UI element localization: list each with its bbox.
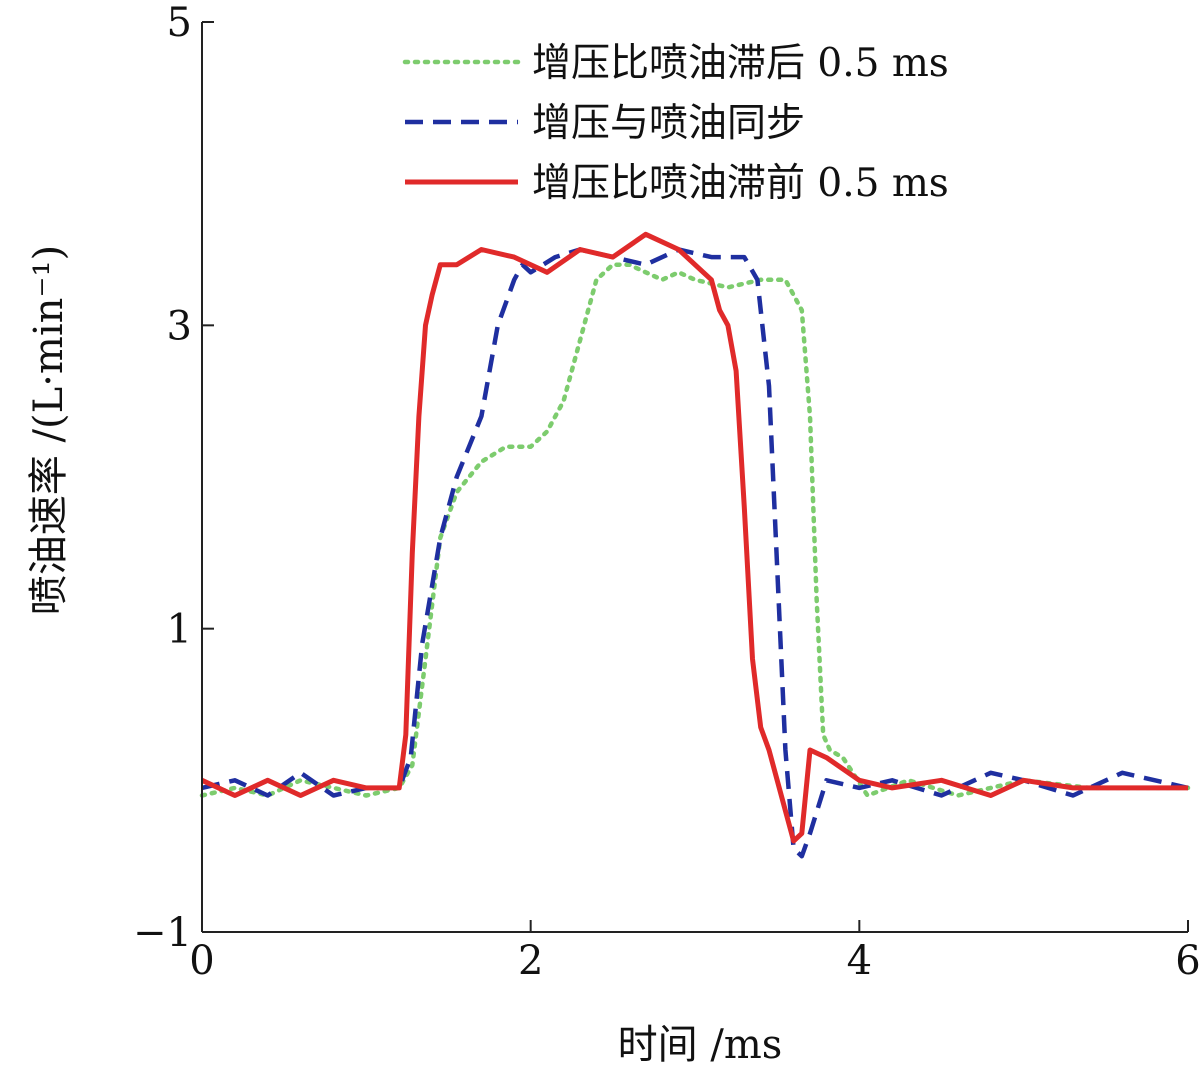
y-tick-label: −1 — [133, 910, 192, 956]
x-axis-label: 时间 /ms — [618, 1022, 783, 1068]
x-tick-label: 4 — [847, 938, 872, 984]
series-line-3 — [200, 231, 1188, 844]
axes — [201, 22, 1188, 933]
series-line-2 — [201, 247, 1189, 859]
ticks: 0 2 4 6 −1 1 3 5 — [133, 0, 1200, 984]
series-line-1 — [199, 262, 1191, 798]
legend-label-3: 增压比喷油滞前 0.5 ms — [532, 161, 949, 206]
y-tick-label: 5 — [167, 0, 192, 46]
legend-label-1: 增压比喷油滞后 0.5 ms — [532, 41, 949, 86]
x-tick-label: 6 — [1175, 938, 1200, 984]
legend-label-2: 增压与喷油同步 — [532, 101, 805, 146]
plot-lines — [199, 231, 1191, 859]
x-tick-label: 2 — [518, 938, 543, 984]
y-axis-label: 喷油速率 /(L·min⁻¹) — [26, 245, 72, 615]
y-tick-label: 1 — [167, 607, 192, 653]
x-tick-label: 0 — [189, 938, 214, 984]
y-tick-label: 3 — [167, 303, 192, 349]
